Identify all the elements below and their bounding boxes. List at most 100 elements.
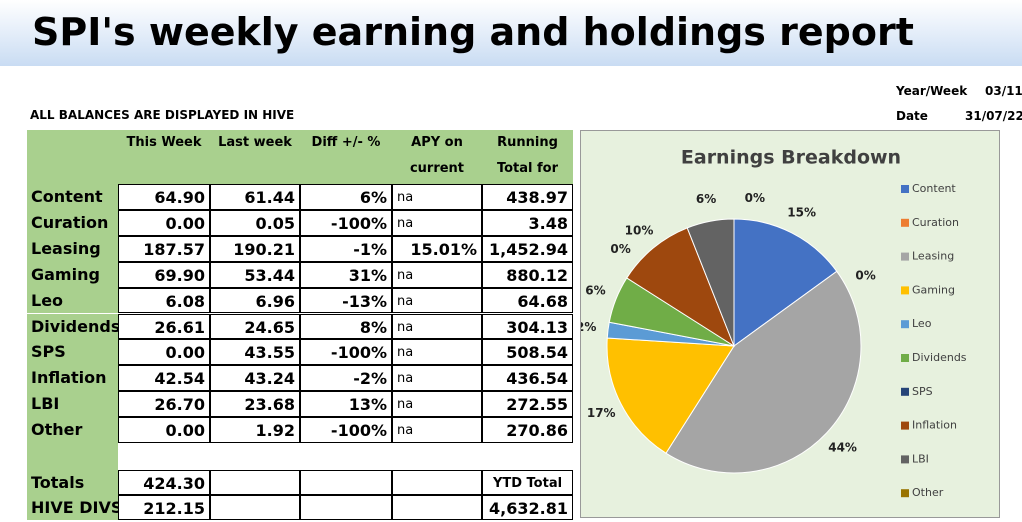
row-label: LBI — [27, 391, 118, 418]
legend-label: Leo — [912, 317, 932, 330]
cell: na — [392, 417, 482, 443]
date: 31/07/22 — [965, 109, 1022, 123]
data-label: 6% — [585, 284, 605, 298]
cell: na — [392, 184, 482, 210]
chart-title: Earnings Breakdown — [681, 147, 901, 169]
column-header: Diff +/- % — [300, 130, 392, 184]
cell: 26.70 — [118, 391, 210, 418]
cell: 508.54 — [482, 339, 573, 366]
cell: 1,452.94 — [482, 235, 573, 262]
ytd-value: 4,632.81 — [482, 495, 573, 520]
cell: 424.30 — [118, 470, 210, 495]
row-label: Leasing — [27, 235, 118, 262]
title-band — [0, 0, 1022, 66]
cell: 270.86 — [482, 417, 573, 443]
cell: 880.12 — [482, 261, 573, 288]
year-week-label: Year/Week — [896, 84, 968, 98]
chart-panel: Earnings Breakdown 15% 0% 44% 17% 2% 6% 0% 10% 6… — [576, 130, 1000, 518]
column-header: APY on current price — [392, 130, 482, 184]
row-label: Dividends — [27, 313, 118, 340]
legend-swatch — [901, 354, 909, 362]
legend-swatch — [901, 455, 909, 464]
cell: 42.54 — [118, 365, 210, 392]
pie-slice — [606, 337, 735, 454]
legend-label: SPS — [912, 385, 933, 398]
legend-swatch — [901, 185, 909, 193]
legend-swatch — [901, 218, 909, 227]
data-label: 15% — [787, 206, 816, 220]
cell: 64.90 — [118, 184, 210, 210]
legend-swatch — [901, 421, 909, 430]
cell: 23.68 — [210, 391, 300, 418]
spacer — [27, 443, 118, 470]
cell: 1.92 — [210, 417, 300, 443]
row-label: Other — [27, 417, 118, 443]
cell: 438.97 — [482, 184, 573, 210]
legend-label: Content — [912, 182, 956, 195]
cell: 8% — [300, 313, 392, 340]
cell: na — [392, 365, 482, 392]
date-label: Date — [896, 109, 928, 123]
header-corner — [27, 130, 118, 184]
cell: 26.61 — [118, 313, 210, 340]
cell: -100% — [300, 339, 392, 366]
balance-note: ALL BALANCES ARE DISPLAYED IN HIVE — [30, 108, 295, 122]
legend-label: Gaming — [912, 283, 955, 296]
legend-label: Inflation — [912, 419, 957, 432]
legend-swatch — [901, 387, 909, 396]
pie-slice — [686, 218, 735, 347]
legend-swatch — [901, 320, 909, 329]
column-header: This Week — [118, 130, 210, 184]
cell: 64.68 — [482, 287, 573, 314]
year-week: 03/11 — [985, 84, 1022, 98]
pie-slice — [733, 218, 838, 347]
data-label: 10% — [625, 224, 654, 238]
ytd-label: YTD Total — [482, 470, 573, 495]
empty-cell — [392, 495, 482, 520]
legend-label: Other — [912, 486, 944, 499]
cell: 24.65 — [210, 313, 300, 340]
cell: 53.44 — [210, 261, 300, 288]
cell: 15.01% — [392, 235, 482, 262]
column-header: Running Total for Year 3 — [482, 130, 573, 184]
legend-label: LBI — [912, 452, 929, 465]
cell: 0.00 — [118, 209, 210, 236]
cell: na — [392, 391, 482, 418]
row-label: Inflation — [27, 365, 118, 392]
cell: -2% — [300, 365, 392, 392]
cell: -100% — [300, 209, 392, 236]
legend-label: Curation — [912, 216, 959, 229]
cell: na — [392, 287, 482, 314]
cell: na — [392, 339, 482, 366]
data-label: 17% — [587, 406, 616, 420]
cell: 6.08 — [118, 287, 210, 314]
data-label: 2% — [581, 320, 596, 334]
empty-cell — [300, 470, 392, 495]
row-label: SPS — [27, 339, 118, 366]
cell: 43.24 — [210, 365, 300, 392]
cell: 69.90 — [118, 261, 210, 288]
cell: na — [392, 261, 482, 288]
empty-cell — [300, 495, 392, 520]
pie-slice — [626, 227, 736, 348]
row-label: Totals — [27, 470, 118, 495]
cell: 6.96 — [210, 287, 300, 314]
pie-slice — [665, 270, 862, 474]
empty-cell — [392, 470, 482, 495]
cell: 187.57 — [118, 235, 210, 262]
cell: -1% — [300, 235, 392, 262]
cell: -100% — [300, 417, 392, 443]
cell: 3.48 — [482, 209, 573, 236]
cell: 13% — [300, 391, 392, 418]
legend-swatch — [901, 252, 909, 261]
legend-label: Leasing — [912, 250, 954, 263]
data-label: 0% — [855, 269, 875, 283]
row-label: Gaming — [27, 261, 118, 288]
cell: 61.44 — [210, 184, 300, 210]
report-title: SPI's weekly earning and holdings report — [32, 10, 914, 54]
data-label: 6% — [696, 192, 716, 206]
pie-chart: Earnings Breakdown 15% 0% 44% 17% 2% 6% 0% 10% 6… — [576, 147, 967, 500]
row-label: Curation — [27, 209, 118, 236]
column-header: Last week — [210, 130, 300, 184]
row-label: HIVE DIVS — [27, 495, 118, 520]
